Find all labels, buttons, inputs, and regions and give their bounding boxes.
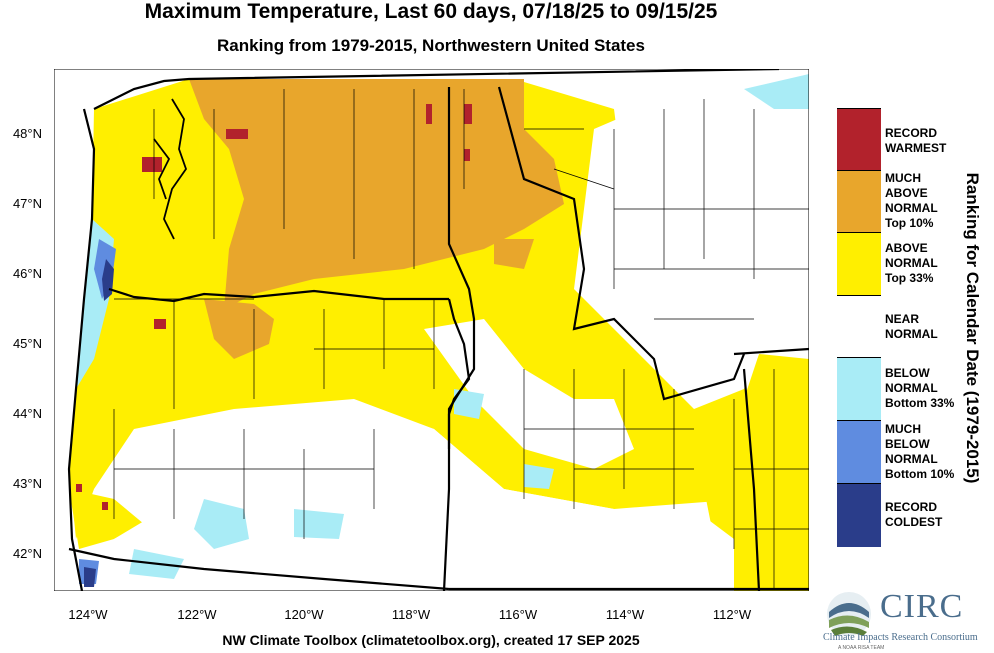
lon-label: 116°W: [498, 607, 538, 622]
legend-label: ABOVE NORMAL Top 33%: [885, 241, 938, 285]
ranking-fill: [69, 74, 809, 591]
lat-label: 44°N: [12, 406, 42, 421]
lon-label: 112°W: [712, 607, 752, 622]
legend-swatch: [837, 420, 881, 483]
legend-swatch: [837, 170, 881, 232]
credit-line: NW Climate Toolbox (climatetoolbox.org),…: [222, 632, 640, 648]
logo-name: CIRC: [880, 588, 964, 625]
state-borders: [67, 69, 809, 591]
lat-label: 46°N: [12, 266, 42, 281]
legend-swatch: [837, 483, 881, 547]
circ-logo-icon: [827, 592, 871, 636]
legend-label: RECORD WARMEST: [885, 126, 947, 155]
lon-label: 124°W: [68, 607, 108, 622]
lat-label: 48°N: [12, 126, 42, 141]
logo-tagline: A NOAA RISA TEAM: [838, 645, 885, 651]
lat-label: 43°N: [12, 476, 42, 491]
lon-label: 114°W: [605, 607, 645, 622]
map-subtitle: Ranking from 1979-2015, Northwestern Uni…: [217, 36, 645, 55]
legend-swatch: [837, 108, 881, 170]
legend-label: MUCH ABOVE NORMAL Top 10%: [885, 171, 938, 230]
legend-label: BELOW NORMAL Bottom 33%: [885, 366, 955, 410]
legend-swatch: [837, 357, 881, 420]
lat-label: 47°N: [12, 196, 42, 211]
county-borders: [113, 89, 809, 589]
legend-label: MUCH BELOW NORMAL Bottom 10%: [885, 422, 955, 481]
temperature-ranking-map: [54, 69, 809, 591]
lon-label: 118°W: [391, 607, 431, 622]
legend-swatch: [837, 295, 881, 357]
puget-sound: [153, 98, 188, 240]
legend-title: Ranking for Calendar Date (1979-2015): [963, 172, 982, 484]
legend-label: RECORD COLDEST: [885, 500, 943, 529]
lon-label: 122°W: [177, 607, 217, 622]
logo-subtitle: Climate Impacts Research Consortium: [823, 632, 978, 643]
lon-label: 120°W: [284, 607, 324, 622]
lat-label: 45°N: [12, 336, 42, 351]
map-title: Maximum Temperature, Last 60 days, 07/18…: [144, 0, 718, 23]
lat-label: 42°N: [12, 546, 42, 561]
legend-swatch: [837, 232, 881, 295]
legend-label: NEAR NORMAL: [885, 312, 938, 341]
